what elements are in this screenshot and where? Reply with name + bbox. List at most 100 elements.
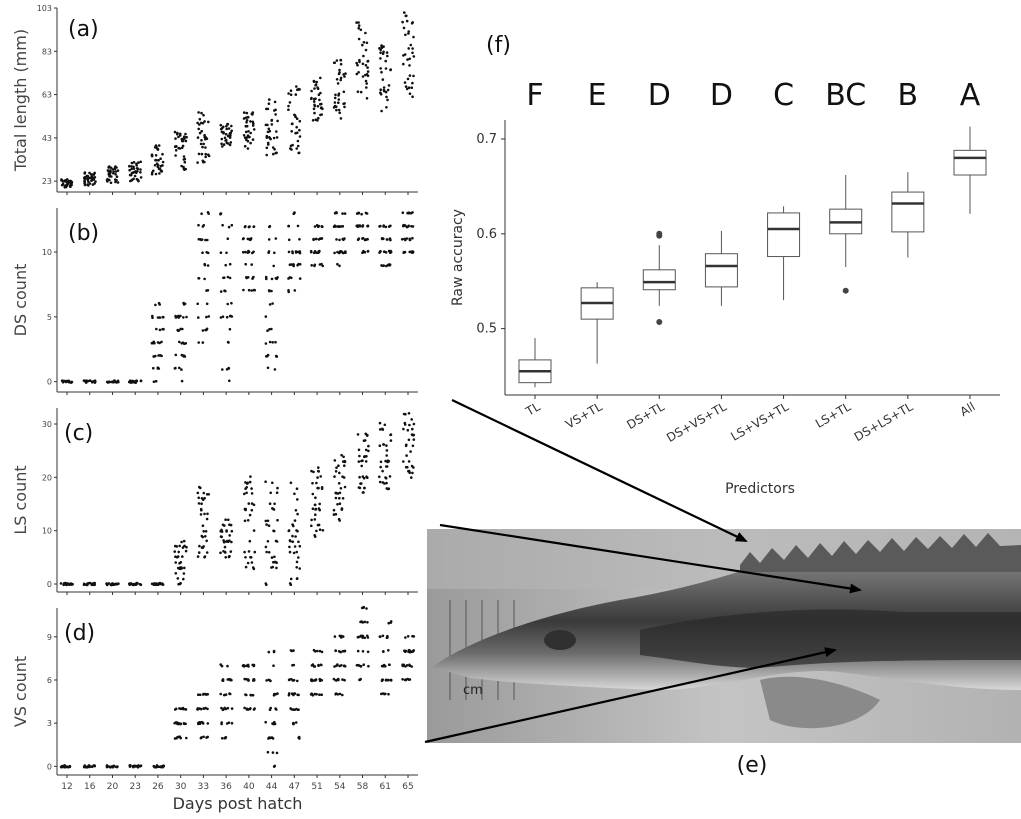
- point-a: [265, 134, 269, 138]
- point-a: [109, 181, 113, 185]
- point-d: [221, 708, 225, 711]
- outlier-point: [656, 318, 663, 325]
- box-x-tick-label: VS+TL: [563, 399, 605, 431]
- point-a: [246, 139, 250, 143]
- point-a: [198, 131, 202, 135]
- point-c: [198, 485, 201, 489]
- point-a: [274, 151, 278, 155]
- point-c: [272, 529, 275, 533]
- point-d: [363, 620, 367, 624]
- x-tick-label-d: 44: [266, 782, 278, 792]
- point-c: [223, 524, 226, 527]
- point-c: [135, 581, 138, 585]
- point-d: [340, 664, 343, 667]
- box-x-tick-label: All: [958, 399, 978, 419]
- point-c: [224, 518, 227, 521]
- point-a: [403, 81, 407, 84]
- point-a: [364, 48, 368, 52]
- point-c: [253, 550, 257, 554]
- point-b: [268, 328, 271, 331]
- point-c: [378, 428, 382, 431]
- point-c: [249, 555, 252, 559]
- point-d: [356, 649, 360, 653]
- point-a: [298, 128, 301, 132]
- point-d: [380, 678, 384, 682]
- point-c: [411, 444, 415, 448]
- point-b: [156, 366, 160, 370]
- point-b: [242, 250, 245, 254]
- arrow-lateral: [439, 523, 862, 594]
- point-a: [130, 179, 133, 182]
- point-d: [290, 708, 293, 711]
- point-a: [295, 147, 299, 150]
- point-d: [334, 692, 338, 695]
- point-d: [68, 765, 72, 769]
- point-c: [204, 530, 208, 533]
- point-d: [389, 679, 393, 682]
- point-b: [401, 211, 405, 214]
- point-c: [385, 449, 389, 452]
- point-a: [243, 136, 247, 139]
- point-a: [135, 171, 138, 175]
- point-d: [244, 693, 247, 696]
- lateral-band: [640, 609, 1021, 668]
- point-b: [360, 212, 363, 216]
- point-a: [157, 159, 160, 162]
- point-c: [295, 487, 299, 491]
- point-c: [318, 502, 322, 506]
- point-a: [364, 31, 367, 35]
- point-a: [382, 86, 386, 89]
- x-tick-label-d: 33: [198, 782, 209, 792]
- point-d: [230, 707, 234, 710]
- point-a: [339, 78, 343, 82]
- point-d: [313, 665, 317, 668]
- point-c: [296, 498, 299, 501]
- point-b: [178, 366, 181, 370]
- box-x-axis-title: Predictors: [725, 481, 795, 497]
- point-c: [334, 512, 338, 516]
- point-a: [364, 79, 368, 83]
- point-c: [358, 475, 361, 479]
- point-d: [314, 678, 317, 682]
- point-a: [202, 160, 205, 164]
- point-a: [185, 135, 188, 139]
- point-a: [183, 160, 187, 164]
- point-c: [378, 421, 382, 425]
- point-b: [273, 251, 276, 255]
- point-c: [295, 577, 299, 581]
- point-c: [197, 502, 201, 505]
- point-b: [226, 302, 229, 306]
- point-a: [334, 93, 337, 97]
- point-b: [222, 276, 226, 280]
- significance-letter: B: [898, 78, 919, 113]
- point-b: [83, 380, 87, 383]
- point-d: [138, 765, 142, 768]
- y-tick-label-b: 0: [47, 378, 52, 387]
- point-a: [411, 95, 414, 98]
- point-a: [182, 155, 186, 158]
- point-d: [341, 678, 344, 681]
- point-a: [222, 125, 225, 129]
- point-a: [338, 68, 341, 72]
- box-DS+LS+TL: [891, 191, 925, 233]
- point-b: [160, 354, 163, 358]
- point-a: [380, 70, 383, 74]
- point-a: [246, 147, 250, 150]
- point-b: [337, 225, 340, 228]
- x-tick-label-d: 23: [129, 782, 140, 792]
- point-d: [317, 663, 320, 667]
- point-c: [271, 565, 275, 569]
- box-x-tick-label: TL: [522, 399, 542, 419]
- point-a: [337, 108, 341, 112]
- point-c: [379, 465, 383, 469]
- point-a: [83, 176, 87, 179]
- point-b: [139, 379, 143, 383]
- x-tick-label-d: 36: [220, 782, 232, 792]
- outlier-point: [842, 287, 849, 294]
- point-a: [339, 58, 343, 62]
- point-b: [361, 224, 365, 227]
- point-a: [378, 47, 381, 50]
- point-a: [335, 59, 339, 62]
- point-c: [311, 507, 315, 511]
- point-a: [180, 139, 184, 143]
